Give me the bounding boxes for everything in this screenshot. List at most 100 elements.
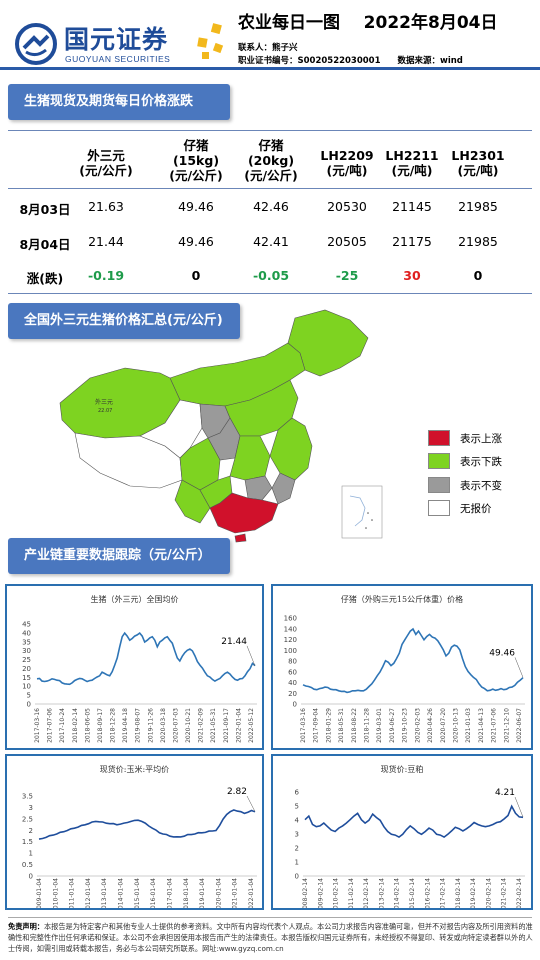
table-cell: -0.19 — [87, 268, 125, 283]
legend-label: 表示上涨 — [460, 433, 502, 445]
y-tick-label: 80 — [288, 658, 297, 666]
x-tick-label: 2011-02-14 — [348, 878, 355, 908]
header-divider — [0, 67, 540, 70]
x-tick-label: 2021-07-06 — [491, 708, 498, 743]
table-header-cell: LH2209 (元/吨) — [320, 148, 374, 178]
x-tick-label: 2017-03-16 — [300, 708, 307, 743]
y-tick-label: 5 — [295, 803, 299, 811]
table-cell: 20530 — [327, 199, 367, 214]
table-header-cell: 仔猪 (15kg) (元/公斤) — [169, 138, 223, 183]
x-tick-label: 2018-01-04 — [183, 878, 190, 908]
x-tick-label: 2020-02-14 — [485, 878, 492, 908]
x-tick-label: 2019-10-23 — [402, 708, 409, 743]
x-tick-label: 2017-02-14 — [440, 878, 447, 908]
map-region-jiangxi — [244, 475, 273, 501]
map-region-fujian — [271, 472, 296, 505]
x-tick-label: 2020-01-04 — [215, 878, 222, 908]
x-tick-label: 2020-07-03 — [172, 708, 179, 743]
y-tick-label: 35 — [22, 638, 31, 646]
y-tick-label: 100 — [284, 647, 297, 655]
x-tick-label: 2008-02-14 — [302, 878, 309, 908]
contact-person: 联系人：熊子兴 — [238, 43, 298, 53]
legend-item-up: 表示上涨 — [428, 430, 528, 448]
y-tick-label: 40 — [22, 629, 31, 637]
y-tick-label: 0 — [27, 701, 31, 709]
table-header-cell: LH2211 (元/吨) — [385, 148, 439, 178]
series-line — [38, 809, 256, 840]
x-tick-label: 2020-03-18 — [160, 708, 167, 743]
map-label-xinjiang-price: 22.07 — [98, 408, 112, 414]
y-tick-label: 1.5 — [22, 838, 33, 846]
legend-label: 表示下跌 — [460, 456, 502, 468]
x-tick-label: 2022-01-04 — [248, 878, 255, 908]
table-cell: 21.63 — [88, 199, 124, 214]
y-tick-label: 15 — [22, 674, 31, 682]
x-tick-label: 2016-02-14 — [424, 878, 431, 908]
last-value-label: 49.46 — [489, 648, 515, 658]
map-region-hainan — [234, 533, 247, 543]
chart-title: 现货价:玉米:平均价 — [99, 765, 170, 774]
x-tick-label: 2018-11-28 — [364, 708, 371, 743]
disclaimer-label: 免责声明： — [8, 922, 44, 931]
legend-swatch — [428, 430, 450, 446]
chart-title: 仔猪（外购三元15公斤体重）价格 — [340, 595, 464, 604]
report-title: 农业每日一图 2022年8月04日 — [238, 13, 498, 33]
legend-item-none: 无报价 — [428, 500, 528, 518]
x-tick-label: 2019-03-01 — [376, 708, 383, 743]
table-row-label: 8月03日 — [19, 202, 71, 217]
x-tick-label: 2021-05-31 — [210, 708, 217, 743]
section-banner-national-prices: 全国外三元生猪价格汇总(元/公斤) — [8, 303, 240, 339]
company-logo: 国元证券 GUOYUAN SECURITIES — [14, 20, 234, 70]
y-tick-label: 60 — [288, 668, 297, 676]
x-tick-label: 2017-09-04 — [313, 708, 320, 743]
table-cell: 21175 — [392, 234, 432, 249]
y-tick-label: 25 — [22, 656, 31, 664]
x-tick-label: 2018-05-31 — [338, 708, 345, 743]
map-region-east-coast — [269, 417, 313, 481]
last-value-label: 4.21 — [495, 788, 515, 798]
legend-label: 无报价 — [460, 503, 492, 515]
legend-swatch — [428, 477, 450, 493]
table-cell: 42.46 — [253, 199, 289, 214]
x-tick-label: 2019-02-14 — [470, 878, 477, 908]
series-line — [36, 631, 256, 686]
table-cell: 0 — [473, 268, 483, 283]
y-tick-label: 20 — [288, 690, 297, 698]
y-tick-label: 3.5 — [22, 793, 33, 801]
y-tick-label: 160 — [284, 615, 297, 623]
chart-title: 生猪（外三元）全国均价 — [90, 595, 179, 604]
x-tick-label: 2021-02-09 — [198, 708, 205, 743]
y-tick-label: 0 — [293, 701, 297, 709]
y-tick-label: 1 — [295, 859, 299, 867]
chart-panel: 仔猪（外购三元15公斤体重）价格 0 20 40 60 80 100 120 140 160 201… — [271, 584, 533, 750]
x-tick-label: 2021-01-04 — [232, 878, 239, 908]
x-tick-label: 2018-02-14 — [455, 878, 462, 908]
x-tick-label: 2015-02-14 — [409, 878, 416, 908]
chart-panel: 现货价:豆粕 0 1 2 3 4 5 6 2008-02-14 2009-02-14 2010-02… — [271, 754, 533, 910]
x-tick-label: 2021-04-13 — [478, 708, 485, 743]
x-tick-label: 2010-01-04 — [52, 878, 59, 908]
y-tick-label: 140 — [284, 625, 297, 633]
china-price-map: 外三元 22.07 — [59, 309, 383, 543]
y-tick-label: 1 — [29, 850, 33, 858]
y-tick-label: 40 — [288, 679, 297, 687]
x-tick-label: 2020-10-21 — [185, 708, 192, 743]
x-tick-label: 2020-04-26 — [427, 708, 434, 743]
decorative-squares-icon — [197, 23, 224, 59]
x-tick-label: 2018-12-28 — [110, 708, 117, 743]
x-tick-label: 2014-02-14 — [394, 878, 401, 908]
x-tick-label: 2019-06-27 — [389, 708, 396, 743]
x-tick-label: 2021-12-10 — [503, 708, 510, 743]
x-tick-label: 2021-02-14 — [501, 878, 508, 908]
x-tick-label: 2018-02-14 — [72, 708, 79, 743]
x-tick-label: 2019-04-18 — [122, 708, 129, 743]
x-tick-label: 2017-07-06 — [47, 708, 54, 743]
table-cell: -0.05 — [252, 268, 290, 283]
table-row-label: 8月04日 — [19, 237, 71, 252]
legend-swatch — [428, 500, 450, 516]
y-tick-label: 4 — [295, 817, 300, 825]
x-tick-label: 2016-01-04 — [150, 878, 157, 908]
x-tick-label: 2022-05-12 — [248, 708, 255, 743]
line-chart: 0 20 40 60 80 100 120 140 160 2017-03-16 2017-09-0… — [284, 615, 525, 743]
table-header-cell: 仔猪 (20kg) (元/公斤) — [244, 138, 298, 183]
